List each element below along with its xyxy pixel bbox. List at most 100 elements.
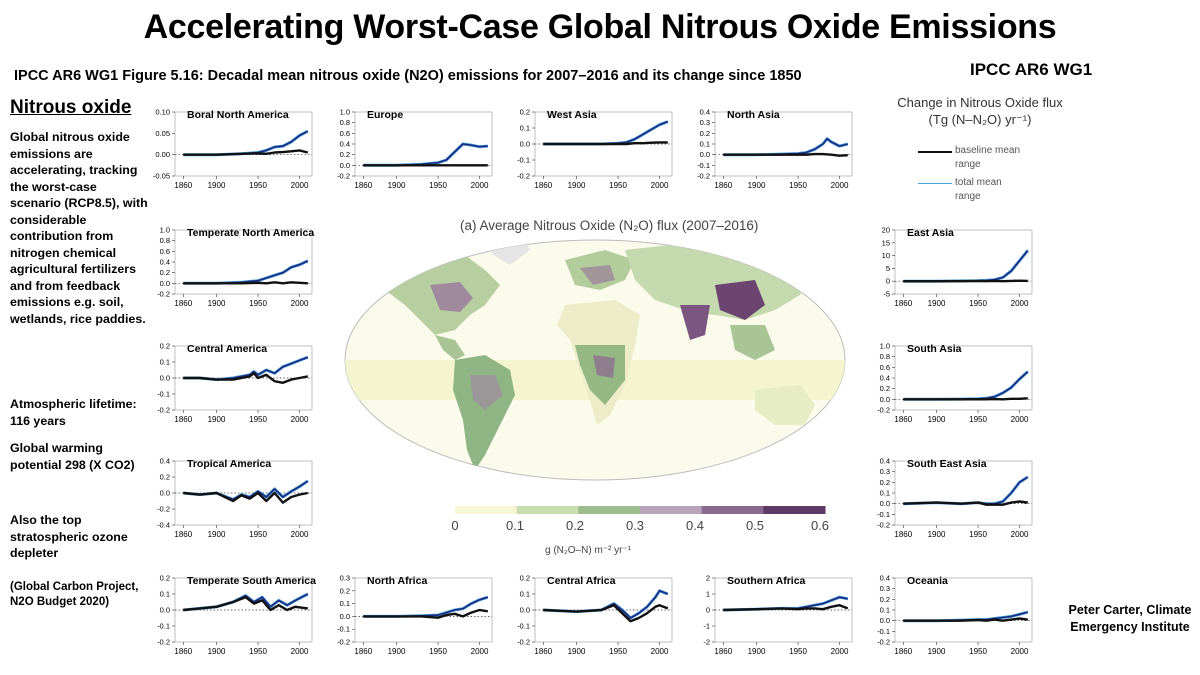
x-tick-label: 2000 <box>831 181 849 190</box>
y-tick-label: -0.2 <box>157 290 170 299</box>
chart-panel: 0.10 0.05 0.00 -0.05 1860 1900 1950 2000 Boral N… <box>140 104 320 194</box>
series-baseline-mean <box>903 279 1028 283</box>
y-tick-label: -5 <box>883 290 890 299</box>
series-total-mean <box>903 476 1029 505</box>
y-tick-label: 0.6 <box>880 363 890 372</box>
y-tick-label: 0.2 <box>160 268 170 277</box>
y-tick-label: 1.0 <box>160 226 170 235</box>
y-tick-label: 0.2 <box>700 129 710 138</box>
x-tick-label: 1860 <box>174 181 192 190</box>
sidebar-para-ozone: Also the top stratospheric ozone deplete… <box>10 513 128 560</box>
legend-baseline-label: baseline mean range <box>955 144 1020 172</box>
y-tick-label: 0.0 <box>160 606 170 615</box>
x-tick-label: 1860 <box>174 530 192 539</box>
x-tick-label: 2000 <box>1011 415 1029 424</box>
y-tick-label: 0.2 <box>160 473 170 482</box>
x-tick-label: 1860 <box>894 299 912 308</box>
y-tick-label: -0.2 <box>157 638 170 647</box>
continent-se-asia <box>730 325 775 360</box>
y-tick-label: 0.2 <box>520 574 530 583</box>
y-tick-label: 0.8 <box>880 352 890 361</box>
hotspot-europe <box>580 265 615 285</box>
colorbar-tick: 0.2 <box>565 518 585 533</box>
chart-title: Oceania <box>907 575 948 587</box>
chart-panel: 1.0 0.8 0.6 0.4 0.2 0.0 -0.2 1860 1900 1950 2000 Te… <box>140 222 320 312</box>
chart-title: Central America <box>187 343 267 355</box>
author-credit: Peter Carter, Climate Emergency Institut… <box>1068 603 1192 634</box>
chart-svg: 0.2 0.1 0.0 -0.1 -0.2 1860 1900 1950 2000 Central… <box>157 342 313 424</box>
y-tick-label: -1 <box>703 622 710 631</box>
y-tick-label: 0.3 <box>880 467 890 476</box>
chart-svg: 0.10 0.05 0.00 -0.05 1860 1900 1950 2000 Boral N… <box>153 108 313 190</box>
hotspot-central-africa <box>593 355 615 378</box>
y-tick-label: 0.2 <box>880 384 890 393</box>
colorbar-tick: 0.6 <box>810 518 830 533</box>
y-tick-label: -0.2 <box>877 638 890 647</box>
colorbar-unit: g (N₂O–N) m⁻² yr⁻¹ <box>545 545 632 556</box>
y-tick-label: -0.2 <box>517 172 530 181</box>
series-baseline-mean <box>903 397 1028 401</box>
x-tick-label: 1860 <box>354 181 372 190</box>
x-tick-label: 2000 <box>651 647 669 656</box>
y-tick-label: 0.2 <box>340 150 350 159</box>
sidebar-heading: Nitrous oxide <box>10 97 132 118</box>
series-total-range <box>543 120 669 146</box>
x-tick-label: 1860 <box>354 647 372 656</box>
legend-baseline-swatch <box>918 151 952 153</box>
x-tick-label: 1900 <box>928 415 946 424</box>
x-tick-label: 1860 <box>894 530 912 539</box>
chart-svg: 0.2 0.1 0.0 -0.1 -0.2 1860 1900 1950 2000 Tempera… <box>157 574 316 657</box>
plot-frame <box>354 577 493 643</box>
y-tick-label: 0.1 <box>880 489 890 498</box>
y-tick-label: 0.4 <box>340 140 350 149</box>
y-tick-label: 10 <box>882 251 890 260</box>
series-baseline-mean <box>183 149 309 156</box>
y-tick-label: 0.1 <box>160 590 170 599</box>
series-total-range <box>183 259 309 285</box>
series-baseline-mean <box>183 372 309 384</box>
sidebar-para-lifetime: Atmospheric lifetime: 116 years <box>10 397 137 428</box>
y-tick-label: 0 <box>886 277 890 286</box>
chart-panel: 0.4 0.3 0.2 0.1 0.0 -0.1 -0.2 1860 1900 1950 2000 N… <box>680 104 860 194</box>
x-tick-label: 1900 <box>568 181 586 190</box>
x-tick-label: 2000 <box>291 530 309 539</box>
y-tick-label: 0.0 <box>340 161 350 170</box>
series-total-mean <box>903 249 1029 283</box>
hotspot-india <box>680 305 710 340</box>
colorbar <box>455 506 826 514</box>
y-tick-label: -0.4 <box>157 521 170 530</box>
x-tick-label: 1900 <box>748 647 766 656</box>
y-tick-label: 0.0 <box>520 606 530 615</box>
y-tick-label: 0.0 <box>160 374 170 383</box>
ipcc-label: IPCC AR6 WG1 <box>970 60 1093 79</box>
series-total-mean <box>903 371 1029 401</box>
chart-title: Southern Africa <box>727 575 806 587</box>
chart-panel: 20 15 10 5 0 -5 1860 1900 1950 2000 East Asia <box>860 222 1040 312</box>
chart-panel: 0.2 0.1 0.0 -0.1 -0.2 1860 1900 1950 2000 West As… <box>500 104 680 194</box>
plot-frame <box>714 111 853 177</box>
x-tick-label: 2000 <box>291 181 309 190</box>
y-tick-label: -0.1 <box>337 625 350 634</box>
x-tick-label: 2000 <box>291 299 309 308</box>
sidebar-para-emissions: Global nitrous oxide emissions are accel… <box>10 130 148 326</box>
x-tick-label: 1860 <box>174 647 192 656</box>
hotspot-east-asia <box>715 280 765 320</box>
legend-title: Change in Nitrous Oxide flux (Tg (N–N₂O)… <box>885 94 1075 128</box>
y-tick-label: 0.1 <box>520 124 530 133</box>
x-tick-label: 1950 <box>789 181 807 190</box>
chart-svg: 0.3 0.2 0.1 0.0 -0.1 -0.2 1860 1900 1950 2000 Nort… <box>337 574 493 656</box>
y-tick-label: -0.1 <box>877 627 890 636</box>
x-tick-label: 2000 <box>1011 299 1029 308</box>
x-tick-label: 1860 <box>894 647 912 656</box>
chart-panel: 0.4 0.3 0.2 0.1 0.0 -0.1 -0.2 1860 1900 1950 2000 O… <box>860 570 1040 660</box>
x-tick-label: 1860 <box>894 415 912 424</box>
x-tick-label: 1950 <box>969 530 987 539</box>
y-tick-label: 0.00 <box>155 150 170 159</box>
map-title: (a) Average Nitrous Oxide (N₂O) flux (20… <box>460 218 759 233</box>
colorbar-swatch <box>516 506 579 514</box>
page-title: Accelerating Worst-Case Global Nitrous O… <box>143 8 1057 46</box>
y-tick-label: 0.1 <box>340 599 350 608</box>
continent-central-america <box>435 335 465 360</box>
x-tick-label: 2000 <box>651 181 669 190</box>
x-tick-label: 2000 <box>1011 647 1029 656</box>
